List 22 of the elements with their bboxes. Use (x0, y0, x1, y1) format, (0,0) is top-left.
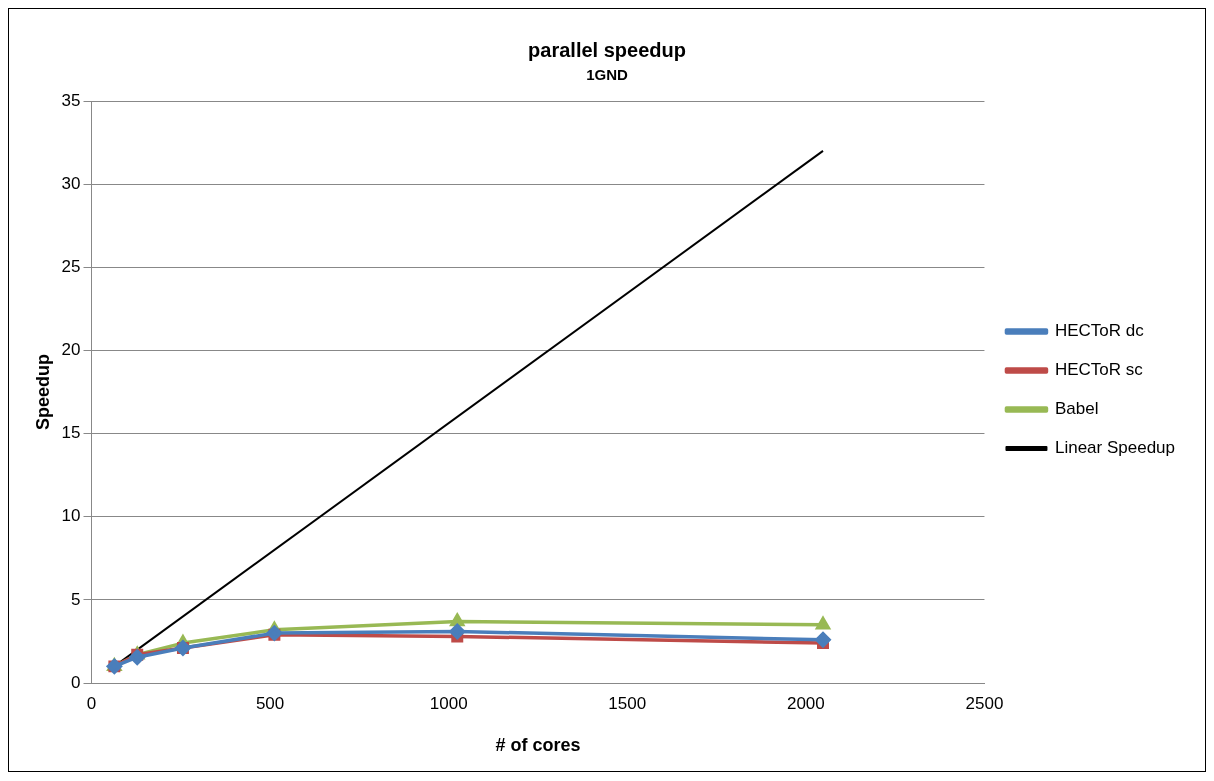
y-tick-label: 25 (61, 256, 81, 276)
legend-label: HECToR dc (1054, 321, 1145, 341)
x-tick-label: 2500 (965, 693, 1004, 713)
y-tick-label: 20 (61, 340, 81, 360)
x-tick-label: 0 (86, 693, 97, 713)
y-axis-title: Speedup (32, 353, 53, 431)
chart-title: parallel speedup (528, 38, 686, 61)
x-axis-title: # of cores (495, 735, 581, 756)
legend-label: HECToR sc (1054, 360, 1144, 380)
y-tick-label: 30 (61, 173, 81, 193)
chart-subtitle: 1GND (586, 66, 628, 84)
x-tick-label: 500 (255, 693, 285, 713)
y-tick-label: 15 (61, 423, 81, 443)
x-tick-label: 2000 (786, 693, 825, 713)
y-tick-label: 5 (71, 589, 81, 609)
y-tick-label: 0 (71, 672, 81, 692)
y-tick-label: 10 (61, 506, 81, 526)
legend-label: Babel (1054, 399, 1099, 419)
x-tick-label: 1000 (429, 693, 468, 713)
y-tick-label: 35 (61, 90, 81, 110)
legend-label: Linear Speedup (1054, 438, 1175, 458)
x-tick-label: 1500 (608, 693, 647, 713)
